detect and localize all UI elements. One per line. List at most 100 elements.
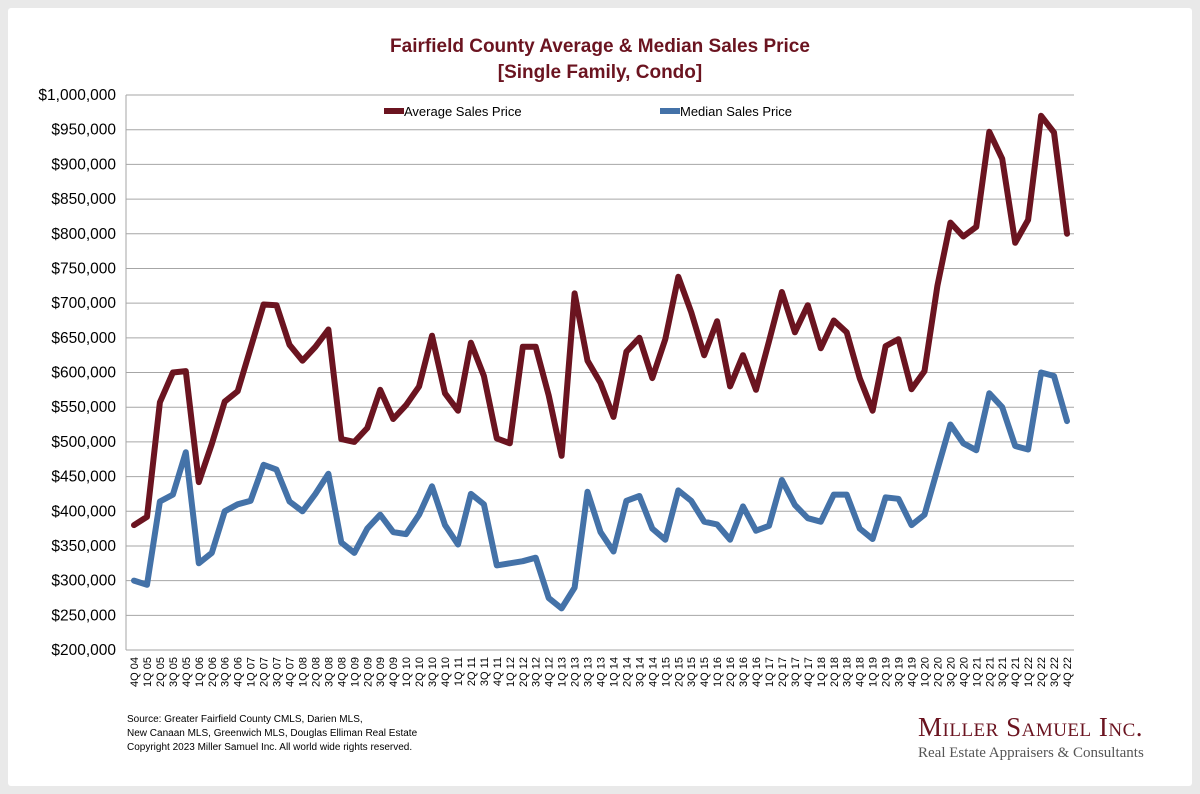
x-tick-label: 3Q 08: [323, 657, 335, 687]
x-tick-label: 2Q 13: [570, 657, 582, 687]
x-tick-label: 3Q 07: [272, 657, 284, 687]
x-tick-label: 2Q 16: [725, 657, 737, 687]
x-tick-label: 4Q 16: [751, 657, 763, 687]
series-line-median: [131, 369, 1070, 612]
source-note: Source: Greater Fairfield County CMLS, D…: [127, 713, 417, 755]
y-tick-label: $500,000: [51, 434, 116, 451]
x-tick-label: 3Q 16: [738, 657, 750, 687]
x-tick-label: 3Q 21: [997, 657, 1009, 687]
source-line-1: Source: Greater Fairfield County CMLS, D…: [127, 714, 363, 725]
copyright-line: Copyright 2023 Miller Samuel Inc. All wo…: [127, 742, 413, 753]
x-tick-label: 1Q 14: [608, 657, 620, 687]
x-tick-label: 1Q 17: [764, 657, 776, 687]
legend-label-average: Average Sales Price: [404, 104, 522, 119]
y-tick-label: $1,000,000: [38, 87, 116, 104]
x-tick-label: 2Q 19: [881, 657, 893, 687]
x-tick-label: 2Q 17: [777, 657, 789, 687]
x-tick-label: 4Q 20: [958, 657, 970, 687]
x-tick-label: 4Q 10: [440, 657, 452, 687]
y-tick-label: $750,000: [51, 260, 116, 277]
x-tick-label: 3Q 05: [168, 657, 180, 687]
legend: Average Sales Price Median Sales Price: [384, 104, 792, 119]
x-tick-label: 1Q 07: [246, 657, 258, 687]
x-tick-label: 4Q 19: [907, 657, 919, 687]
x-tick-label: 1Q 22: [1023, 657, 1035, 687]
x-tick-label: 4Q 15: [699, 657, 711, 687]
x-tick-label: 4Q 18: [855, 657, 867, 687]
x-tick-label: 2Q 22: [1036, 657, 1048, 687]
y-tick-label: $800,000: [51, 226, 116, 243]
x-tick-label: 4Q 08: [336, 657, 348, 687]
x-tick-label: 4Q 13: [596, 657, 608, 687]
x-tick-label: 2Q 05: [155, 657, 167, 687]
y-tick-label: $300,000: [51, 573, 116, 590]
x-tick-label: 2Q 06: [207, 657, 219, 687]
x-tick-label: 4Q 22: [1062, 657, 1074, 687]
x-tick-label: 3Q 19: [894, 657, 906, 687]
x-tick-label: 3Q 10: [427, 657, 439, 687]
x-tick-label: 1Q 16: [712, 657, 724, 687]
x-tick-label: 1Q 05: [142, 657, 154, 687]
x-tick-label: 3Q 17: [790, 657, 802, 687]
x-tick-label: 3Q 15: [686, 657, 698, 687]
x-tick-label: 1Q 20: [919, 657, 931, 687]
x-tick-label: 1Q 18: [816, 657, 828, 687]
logo-name: Miller Samuel Inc.: [918, 712, 1144, 742]
x-tick-label: 4Q 14: [647, 657, 659, 687]
x-tick-label: 4Q 04: [129, 657, 141, 687]
x-tick-label: 1Q 21: [971, 657, 983, 687]
legend-label-median: Median Sales Price: [680, 104, 792, 119]
x-tick-label: 4Q 07: [285, 657, 297, 687]
x-tick-label: 3Q 22: [1049, 657, 1061, 687]
x-tick-label: 1Q 06: [194, 657, 206, 687]
x-tick-label: 1Q 12: [505, 657, 517, 687]
x-tick-label: 3Q 14: [634, 657, 646, 687]
x-tick-label: 3Q 18: [842, 657, 854, 687]
x-tick-label: 3Q 11: [479, 657, 491, 686]
x-tick-label: 1Q 15: [660, 657, 672, 687]
y-tick-label: $400,000: [51, 503, 116, 520]
x-axis-ticks: 4Q 04 1Q 05 2Q 05 3Q 05 4Q 05 1Q 06 2Q 06 3Q 06…: [129, 657, 1074, 687]
x-tick-label: 4Q 06: [233, 657, 245, 687]
y-tick-label: $450,000: [51, 469, 116, 486]
series-lines: [131, 112, 1070, 612]
x-tick-label: 2Q 20: [932, 657, 944, 687]
company-logo: Miller Samuel Inc. Real Estate Appraiser…: [918, 712, 1158, 762]
x-tick-label: 3Q 12: [531, 657, 543, 687]
x-tick-label: 1Q 19: [868, 657, 880, 687]
y-tick-label: $600,000: [51, 365, 116, 382]
gridlines: [125, 94, 1074, 651]
x-tick-label: 2Q 10: [414, 657, 426, 687]
y-tick-label: $900,000: [51, 156, 116, 173]
x-tick-label: 2Q 07: [259, 657, 271, 687]
x-tick-label: 2Q 12: [518, 657, 530, 687]
x-tick-label: 4Q 12: [544, 657, 556, 687]
x-tick-label: 2Q 08: [310, 657, 322, 687]
source-line-2: New Canaan MLS, Greenwich MLS, Douglas E…: [127, 728, 418, 739]
x-tick-label: 1Q 08: [297, 657, 309, 687]
x-tick-label: 2Q 14: [621, 657, 633, 687]
y-tick-label: $850,000: [51, 191, 116, 208]
y-tick-label: $650,000: [51, 330, 116, 347]
y-tick-label: $250,000: [51, 607, 116, 624]
x-tick-label: 4Q 05: [181, 657, 193, 687]
x-tick-label: 1Q 13: [557, 657, 569, 687]
x-tick-label: 3Q 09: [375, 657, 387, 687]
x-tick-label: 2Q 18: [829, 657, 841, 687]
x-tick-label: 3Q 13: [583, 657, 595, 687]
x-tick-label: 2Q 11: [466, 657, 478, 686]
x-tick-label: 3Q 06: [220, 657, 232, 687]
y-tick-label: $950,000: [51, 122, 116, 139]
x-tick-label: 4Q 21: [1010, 657, 1022, 687]
x-tick-label: 2Q 15: [673, 657, 685, 687]
y-tick-label: $550,000: [51, 399, 116, 416]
y-tick-label: $700,000: [51, 295, 116, 312]
y-axis-ticks: $1,000,000 $950,000 $900,000 $850,000 $800,0…: [38, 87, 116, 659]
logo-tagline: Real Estate Appraisers & Consultants: [918, 745, 1144, 761]
x-tick-label: 2Q 21: [984, 657, 996, 687]
x-tick-label: 1Q 09: [349, 657, 361, 687]
chart-title: Fairfield County Average & Median Sales …: [390, 36, 810, 57]
x-tick-label: 1Q 10: [401, 657, 413, 687]
y-tick-label: $200,000: [51, 642, 116, 659]
